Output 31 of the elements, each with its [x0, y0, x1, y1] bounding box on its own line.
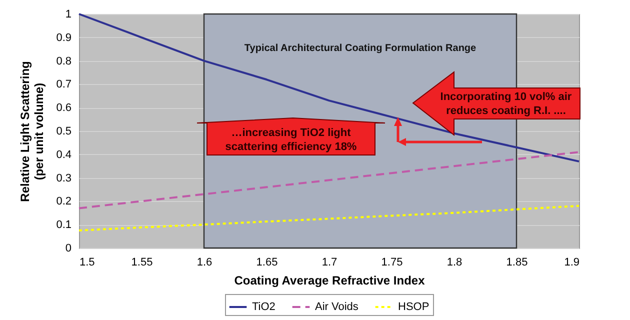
annotation: Incorporating 10 vol% air reduces coating R.I. ....	[440, 91, 572, 117]
annotation: …increasing TiO2 light scattering efficiency 18%	[225, 127, 357, 153]
y-tick-label: 0.9	[56, 32, 72, 44]
line-series	[78, 204, 580, 232]
x-tick-label: 1.65	[256, 256, 278, 268]
legend-label: TiO2	[252, 301, 276, 313]
y-tick-label: 0.7	[56, 78, 72, 91]
y-tick-label: 0.2	[56, 196, 72, 208]
y-tick-label: 0.4	[56, 148, 72, 161]
y-tick-label: 0.6	[56, 102, 72, 114]
x-tick-label: 1.8	[446, 256, 462, 268]
y-tick-label: 1	[65, 8, 72, 20]
x-tick-label: 1.7	[322, 256, 338, 268]
line-series	[78, 151, 580, 210]
band-label: Typical Architectural Coating Formulation Range	[244, 43, 477, 54]
line-series	[78, 13, 580, 162]
y-tick-label: 0.3	[56, 172, 72, 184]
y-tick-label: 0.5	[56, 126, 72, 138]
legend-label: HSOP	[398, 301, 430, 313]
x-axis-title: Coating Average Refractive Index	[234, 274, 426, 288]
x-tick-label: 1.9	[564, 256, 580, 268]
x-tick-label: 1.85	[506, 256, 528, 268]
y-tick-label: 0	[65, 242, 72, 254]
y-tick-label: 0.8	[56, 55, 72, 68]
legend-label: Air Voids	[315, 301, 359, 313]
x-tick-label: 1.55	[131, 256, 153, 268]
y-axis-title: Relative Light Scattering (per unit volume)	[18, 61, 46, 202]
y-tick-label: 0.1	[56, 219, 72, 232]
x-tick-label: 1.6	[196, 256, 212, 268]
x-tick-label: 1.75	[381, 256, 403, 268]
x-tick-label: 1.5	[80, 256, 95, 268]
